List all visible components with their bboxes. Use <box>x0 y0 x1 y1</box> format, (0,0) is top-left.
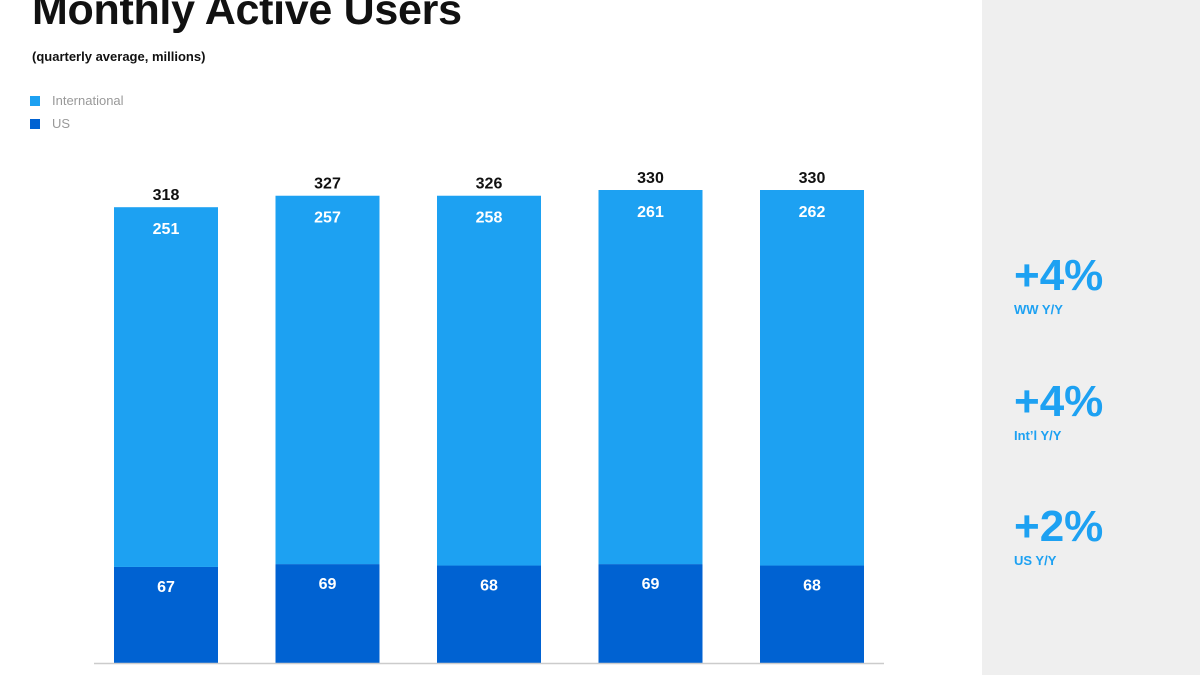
international-value-label-4: 262 <box>799 204 826 221</box>
bar-international-4 <box>760 190 864 566</box>
bar-us-0 <box>114 566 218 663</box>
stat-intl-label: Int’l Y/Y <box>1014 428 1062 443</box>
total-label-0: 318 <box>153 187 180 204</box>
stat-intl-yoy: +4% Int’l Y/Y <box>1014 377 1104 444</box>
legend-swatch-international <box>30 95 40 106</box>
stat-ww-yoy: +4% WW Y/Y <box>1014 251 1104 318</box>
total-label-3: 330 <box>637 170 664 187</box>
international-value-label-1: 257 <box>314 210 341 227</box>
us-value-label-2: 68 <box>480 578 498 595</box>
stat-ww-label: WW Y/Y <box>1014 302 1063 317</box>
bar-international-3 <box>598 190 703 565</box>
international-value-label-0: 251 <box>153 221 180 238</box>
bar-us-2 <box>437 565 541 663</box>
total-label-1: 327 <box>314 176 341 193</box>
legend-item-international: International <box>30 89 124 112</box>
total-label-2: 326 <box>476 176 503 193</box>
stacked-bar-chart: 318 251 67 327 257 69 326 258 68 330 261 69 330 262 68 <box>94 170 884 665</box>
bar-international-2 <box>437 195 541 566</box>
bar-international-0 <box>114 207 218 567</box>
international-value-label-3: 261 <box>637 204 664 221</box>
us-value-label-1: 69 <box>319 576 337 593</box>
total-label-4: 330 <box>799 170 826 187</box>
stat-us-value: +2% <box>1014 502 1104 551</box>
stat-us-label: US Y/Y <box>1014 553 1057 568</box>
legend-swatch-us <box>30 118 40 129</box>
bar-us-4 <box>760 565 864 663</box>
chart-legend: International US <box>30 89 124 135</box>
us-value-label-0: 67 <box>157 579 175 596</box>
bar-us-1 <box>275 564 380 663</box>
stat-ww-value: +4% <box>1014 251 1104 300</box>
bar-us-3 <box>598 564 703 663</box>
stat-intl-value: +4% <box>1014 377 1104 426</box>
chart-subtitle: (quarterly average, millions) <box>32 49 206 64</box>
page-title: Monthly Active Users <box>32 0 462 34</box>
stats-panel: +4% WW Y/Y +4% Int’l Y/Y +2% US Y/Y <box>982 0 1200 675</box>
bar-international-1 <box>275 195 380 565</box>
legend-label-international: International <box>52 93 124 108</box>
us-value-label-4: 68 <box>803 578 821 595</box>
us-value-label-3: 69 <box>642 576 660 593</box>
legend-item-us: US <box>30 112 124 135</box>
stat-us-yoy: +2% US Y/Y <box>1014 502 1104 569</box>
international-value-label-2: 258 <box>476 210 503 227</box>
legend-label-us: US <box>52 116 71 131</box>
